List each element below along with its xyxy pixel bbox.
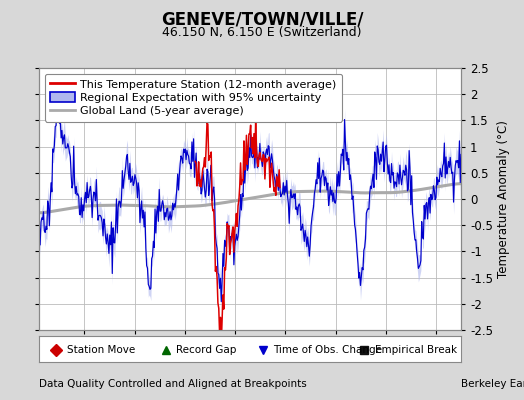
Text: 46.150 N, 6.150 E (Switzerland): 46.150 N, 6.150 E (Switzerland) — [162, 26, 362, 39]
Text: Record Gap: Record Gap — [177, 344, 237, 354]
Text: Station Move: Station Move — [67, 344, 135, 354]
Legend: This Temperature Station (12-month average), Regional Expectation with 95% uncer: This Temperature Station (12-month avera… — [45, 74, 342, 122]
Text: Empirical Break: Empirical Break — [375, 344, 457, 354]
Text: Berkeley Earth: Berkeley Earth — [461, 379, 524, 389]
Y-axis label: Temperature Anomaly (°C): Temperature Anomaly (°C) — [497, 120, 510, 278]
Text: GENEVE/TOWN/VILLE/: GENEVE/TOWN/VILLE/ — [161, 10, 363, 28]
Text: Data Quality Controlled and Aligned at Breakpoints: Data Quality Controlled and Aligned at B… — [39, 379, 307, 389]
Text: Time of Obs. Change: Time of Obs. Change — [274, 344, 383, 354]
